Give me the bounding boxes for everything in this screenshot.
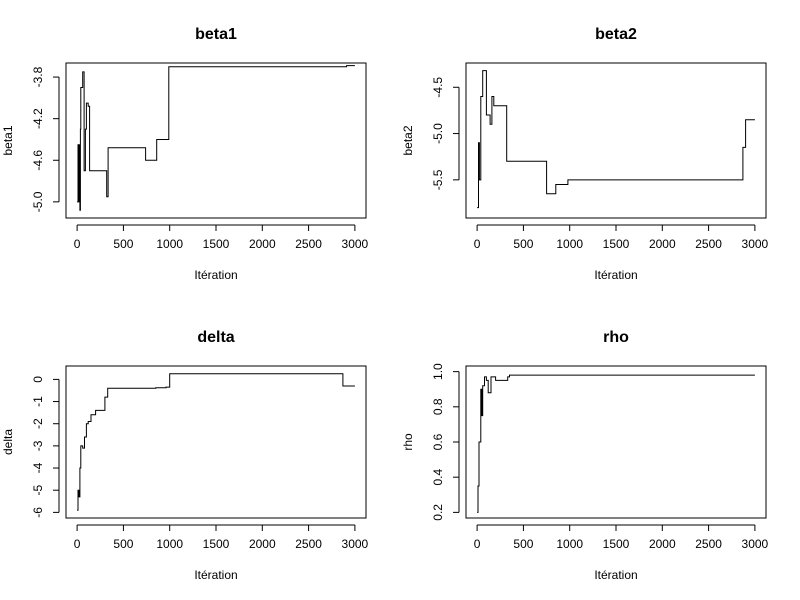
x-axis-label: Itération [194, 268, 237, 282]
panel-beta1: beta1 0 500 1000 1500 2000 2500 3000 Itération -5… [1, 26, 369, 282]
y-tick-label: 0.2 [431, 504, 445, 521]
series-line [477, 70, 755, 209]
y-tick-label: -6 [31, 507, 45, 518]
x-tick-label: 1000 [556, 537, 583, 551]
x-tick-label: 2500 [695, 237, 722, 251]
x-tick-label: 0 [474, 537, 481, 551]
y-tick-label: -5 [31, 485, 45, 496]
x-tick-label: 1500 [203, 537, 230, 551]
x-axis: 0 500 1000 1500 2000 2500 3000 [474, 524, 769, 551]
y-tick-label: -4.2 [31, 108, 45, 129]
y-tick-label: 0.4 [431, 469, 445, 486]
x-axis: 0 500 1000 1500 2000 2500 3000 [74, 524, 369, 551]
y-axis: -6 -5 -4 -3 -2 -1 0 [31, 376, 60, 518]
y-axis-label: beta2 [401, 125, 415, 155]
x-tick-label: 2000 [649, 237, 676, 251]
x-tick-label: 1500 [603, 237, 630, 251]
x-tick-label: 2000 [249, 237, 276, 251]
y-tick-label: -4.5 [431, 77, 445, 98]
x-tick-label: 3000 [342, 237, 369, 251]
x-tick-label: 2500 [695, 537, 722, 551]
chart-title: delta [197, 329, 234, 346]
x-tick-label: 1500 [203, 237, 230, 251]
x-tick-label: 1000 [156, 537, 183, 551]
x-tick-label: 500 [513, 537, 533, 551]
x-tick-label: 500 [513, 237, 533, 251]
x-tick-label: 2500 [295, 537, 322, 551]
panel-beta2: beta2 0 500 1000 1500 2000 2500 3000 Itération -5… [401, 26, 769, 282]
x-tick-label: 2000 [249, 537, 276, 551]
x-tick-label: 3000 [742, 537, 769, 551]
x-tick-label: 2500 [295, 237, 322, 251]
y-tick-label: 0 [31, 376, 45, 383]
y-axis: 0.2 0.4 0.6 0.8 1.0 [431, 363, 460, 521]
x-tick-label: 500 [113, 537, 133, 551]
x-tick-label: 3000 [742, 237, 769, 251]
y-tick-label: 0.8 [431, 398, 445, 415]
plot-frame [65, 365, 367, 519]
y-tick-label: -3.8 [31, 66, 45, 87]
y-tick-label: -3 [31, 440, 45, 451]
y-tick-label: -4 [31, 462, 45, 473]
chart-title: beta1 [195, 26, 237, 43]
x-axis-label: Itération [194, 568, 237, 582]
y-tick-label: -5.0 [31, 191, 45, 212]
y-tick-label: -2 [31, 418, 45, 429]
x-tick-label: 2000 [649, 537, 676, 551]
plot-frame [465, 365, 767, 519]
x-tick-label: 1000 [156, 237, 183, 251]
y-axis: -5.5 -5.0 -4.5 [431, 77, 460, 190]
chart-title: beta2 [595, 26, 637, 43]
x-tick-label: 500 [113, 237, 133, 251]
panel-delta: delta 0 500 1000 1500 2000 2500 3000 Itération -6… [1, 329, 369, 582]
x-tick-label: 1500 [603, 537, 630, 551]
y-tick-label: 1.0 [431, 363, 445, 380]
plot-frame [65, 62, 367, 219]
y-axis: -5.0 -4.6 -4.2 -3.8 [31, 66, 60, 212]
y-tick-label: -4.6 [31, 150, 45, 171]
x-tick-label: 3000 [342, 537, 369, 551]
x-axis: 0 500 1000 1500 2000 2500 3000 [474, 224, 769, 251]
x-tick-label: 1000 [556, 237, 583, 251]
series-line [77, 65, 355, 211]
chart-title: rho [603, 329, 629, 346]
x-tick-label: 0 [74, 237, 81, 251]
y-axis-label: delta [1, 429, 15, 455]
x-tick-label: 0 [74, 537, 81, 551]
x-axis-label: Itération [594, 268, 637, 282]
y-tick-label: -1 [31, 396, 45, 407]
plot-frame [465, 62, 767, 219]
y-tick-label: -5.0 [431, 123, 445, 144]
y-axis-label: rho [401, 433, 415, 451]
y-tick-label: 0.6 [431, 433, 445, 450]
x-tick-label: 0 [474, 237, 481, 251]
x-axis: 0 500 1000 1500 2000 2500 3000 [74, 224, 369, 251]
y-axis-label: beta1 [1, 125, 15, 155]
series-line [77, 373, 355, 511]
series-line [477, 374, 755, 513]
x-axis-label: Itération [594, 568, 637, 582]
y-tick-label: -5.5 [431, 169, 445, 190]
